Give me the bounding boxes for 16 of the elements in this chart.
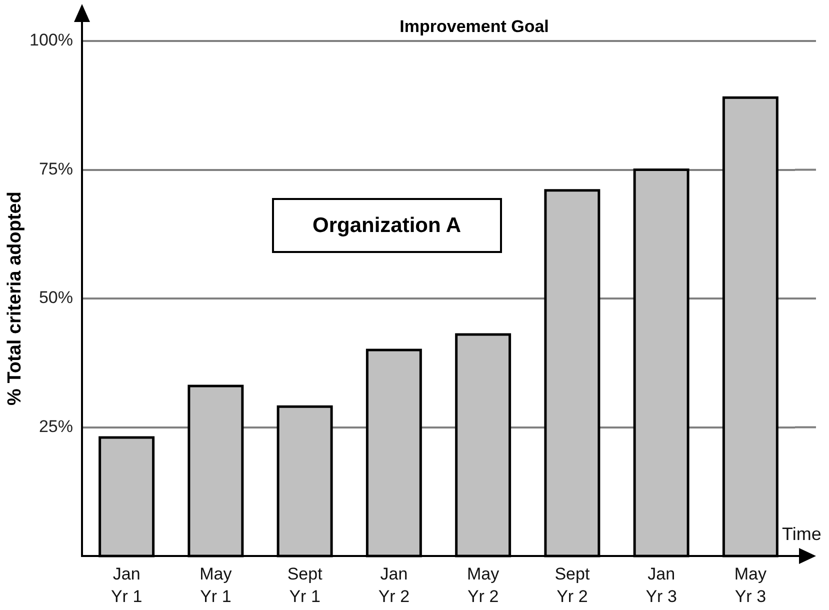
x-tick-label: May Yr 2 (467, 564, 500, 606)
x-tick-label: Jan Yr 3 (646, 564, 677, 606)
x-tick-label: Sept Yr 1 (287, 564, 323, 606)
y-tick-label: 100% (30, 30, 73, 50)
x-tick-label: Sept Yr 2 (554, 564, 590, 606)
y-axis-title: % Total criteria adopted (4, 192, 26, 406)
x-tick-label: Jan Yr 1 (110, 564, 142, 606)
x-tick-label: May Yr 1 (200, 564, 232, 606)
y-tick-label: 25% (38, 416, 73, 436)
x-tick-label: May Yr 3 (734, 564, 767, 606)
y-tick-label: 75% (38, 159, 73, 178)
annotation: Organization A (312, 214, 462, 238)
x-tick-label: Jan Yr 2 (378, 564, 410, 606)
y-tick-label: 50% (38, 288, 73, 308)
chart-title: Improvement Goal (400, 17, 549, 37)
x-axis-title: Time (782, 524, 822, 545)
